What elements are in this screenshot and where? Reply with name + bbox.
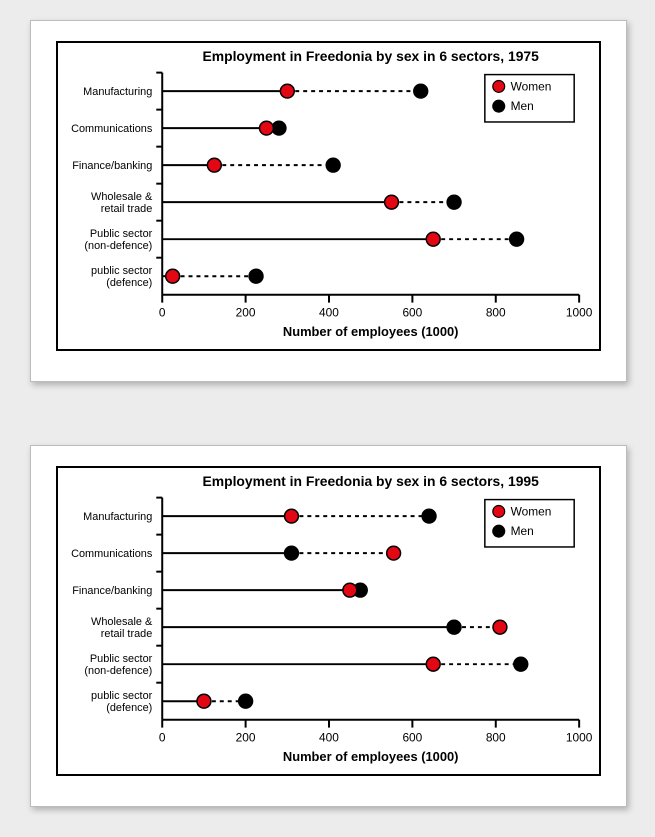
category-label: Communications bbox=[71, 548, 153, 560]
x-tick-label: 0 bbox=[159, 730, 166, 744]
legend-marker-icon bbox=[493, 81, 505, 93]
marker-men bbox=[510, 232, 524, 246]
x-tick-label: 200 bbox=[236, 305, 256, 319]
marker-men bbox=[285, 546, 299, 560]
category-label: retail trade bbox=[101, 203, 153, 215]
marker-men bbox=[514, 657, 528, 671]
marker-women bbox=[260, 121, 274, 135]
marker-men bbox=[326, 158, 340, 172]
legend-label: Men bbox=[511, 99, 534, 113]
category-label: public sector bbox=[91, 690, 153, 702]
marker-women bbox=[426, 657, 440, 671]
chart-title: Employment in Freedonia by sex in 6 sect… bbox=[202, 48, 539, 64]
marker-women bbox=[207, 158, 221, 172]
marker-men bbox=[239, 694, 253, 708]
marker-women bbox=[493, 620, 507, 634]
chart-svg-1975: Employment in Freedonia by sex in 6 sect… bbox=[58, 43, 599, 349]
x-tick-label: 1000 bbox=[566, 730, 593, 744]
x-tick-label: 800 bbox=[486, 305, 506, 319]
category-label: Manufacturing bbox=[83, 86, 152, 98]
legend-label: Women bbox=[511, 79, 552, 93]
marker-men bbox=[447, 620, 461, 634]
marker-men bbox=[422, 509, 436, 523]
marker-women bbox=[197, 694, 211, 708]
legend-marker-icon bbox=[493, 100, 505, 112]
category-label: Finance/banking bbox=[72, 585, 152, 597]
legend-label: Women bbox=[511, 504, 552, 518]
category-label: Communications bbox=[71, 123, 153, 135]
x-tick-label: 800 bbox=[486, 730, 506, 744]
marker-women bbox=[280, 84, 294, 98]
x-tick-label: 400 bbox=[319, 305, 339, 319]
marker-women bbox=[426, 232, 440, 246]
category-label: Wholesale & bbox=[91, 616, 153, 628]
chart-card-1975: Employment in Freedonia by sex in 6 sect… bbox=[30, 20, 627, 382]
marker-women bbox=[387, 546, 401, 560]
legend-marker-icon bbox=[493, 506, 505, 518]
chart-plot-1995: Employment in Freedonia by sex in 6 sect… bbox=[56, 466, 601, 776]
marker-women bbox=[285, 509, 299, 523]
x-tick-label: 600 bbox=[402, 730, 422, 744]
category-label: (defence) bbox=[106, 702, 152, 714]
page: Employment in Freedonia by sex in 6 sect… bbox=[0, 0, 655, 837]
x-tick-label: 600 bbox=[402, 305, 422, 319]
category-label: (non-defence) bbox=[84, 240, 152, 252]
x-axis-label: Number of employees (1000) bbox=[283, 324, 459, 339]
x-tick-label: 200 bbox=[236, 730, 256, 744]
category-label: Manufacturing bbox=[83, 511, 152, 523]
category-label: retail trade bbox=[101, 628, 153, 640]
category-label: public sector bbox=[91, 265, 153, 277]
marker-women bbox=[166, 269, 180, 283]
marker-men bbox=[414, 84, 428, 98]
category-label: Wholesale & bbox=[91, 191, 153, 203]
marker-men bbox=[249, 269, 263, 283]
marker-women bbox=[343, 583, 357, 597]
x-axis-label: Number of employees (1000) bbox=[283, 749, 459, 764]
category-label: (defence) bbox=[106, 277, 152, 289]
x-tick-label: 0 bbox=[159, 305, 166, 319]
category-label: Public sector bbox=[90, 653, 153, 665]
category-label: Finance/banking bbox=[72, 160, 152, 172]
x-tick-label: 400 bbox=[319, 730, 339, 744]
chart-card-1995: Employment in Freedonia by sex in 6 sect… bbox=[30, 445, 627, 807]
category-label: (non-defence) bbox=[84, 665, 152, 677]
x-tick-label: 1000 bbox=[566, 305, 593, 319]
category-label: Public sector bbox=[90, 228, 153, 240]
chart-title: Employment in Freedonia by sex in 6 sect… bbox=[202, 473, 539, 489]
marker-women bbox=[385, 195, 399, 209]
legend-label: Men bbox=[511, 524, 534, 538]
chart-plot-1975: Employment in Freedonia by sex in 6 sect… bbox=[56, 41, 601, 351]
legend-marker-icon bbox=[493, 525, 505, 537]
marker-men bbox=[447, 195, 461, 209]
chart-svg-1995: Employment in Freedonia by sex in 6 sect… bbox=[58, 468, 599, 774]
